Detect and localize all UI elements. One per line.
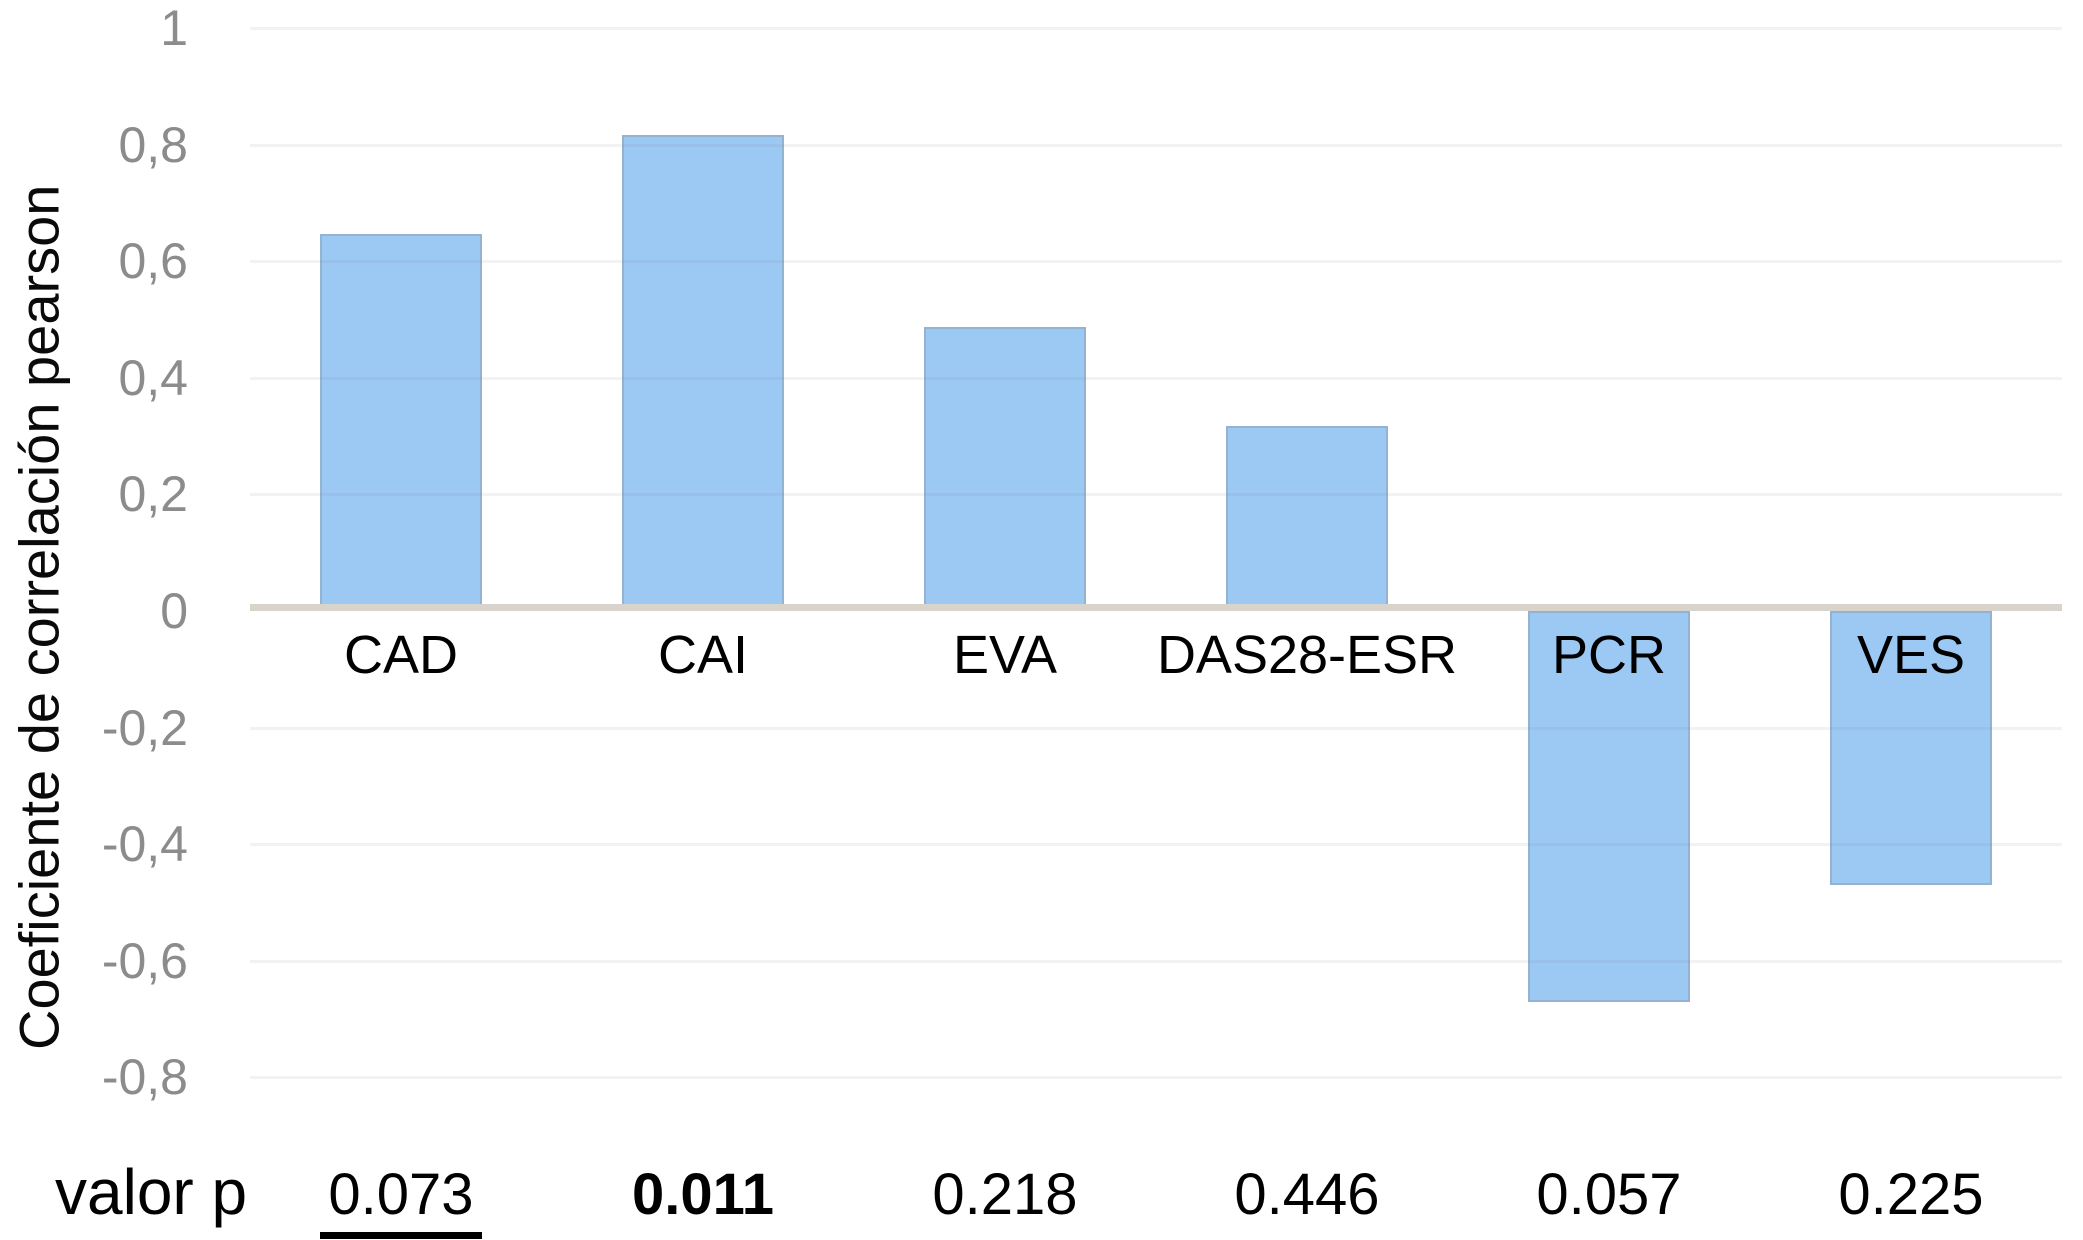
- gridline: [250, 27, 2062, 30]
- p-value-cai: 0.011: [632, 1162, 774, 1227]
- y-tick-0-6: 0,6: [118, 233, 188, 290]
- gridline: [250, 260, 2062, 264]
- category-label-eva: EVA: [952, 625, 1058, 685]
- y-tick-0-8: 0,8: [118, 116, 188, 173]
- gridline: [250, 1076, 2062, 1080]
- x-axis-line: [250, 604, 2062, 611]
- category-label-cad: CAD: [343, 625, 458, 685]
- plot-area: CAD CAI EVA DAS28-ESR PCR VES: [250, 0, 2062, 1240]
- gridline: [250, 493, 2062, 497]
- gridline: [250, 843, 2062, 847]
- y-tick--0-2: -0,2: [101, 699, 188, 756]
- y-tick-0-4: 0,4: [118, 349, 188, 406]
- p-value-eva: 0.218: [932, 1162, 1078, 1227]
- p-value-pcr: 0.057: [1536, 1162, 1682, 1227]
- y-tick-1: 1: [160, 0, 188, 56]
- bar-cad: [320, 233, 482, 607]
- bar-cai: [622, 134, 784, 607]
- category-label-pcr: PCR: [1551, 625, 1666, 685]
- p-value-cad: 0.073: [250, 1166, 552, 1239]
- y-tick--0-8: -0,8: [101, 1049, 188, 1106]
- gridline: [250, 726, 2062, 730]
- y-tick--0-6: -0,6: [101, 932, 188, 989]
- gridline: [250, 959, 2062, 963]
- y-tick-0: 0: [160, 583, 188, 639]
- bar-eva: [924, 327, 1086, 607]
- category-label-das28-esr: DAS28-ESR: [1156, 625, 1458, 685]
- p-value-ves: 0.225: [1838, 1162, 1984, 1227]
- gridline: [250, 376, 2062, 380]
- bar-pcr: [1528, 611, 1690, 1002]
- category-label-cai: CAI: [657, 625, 749, 685]
- p-row-label: valor p: [55, 1156, 248, 1228]
- p-value-das28-esr: 0.446: [1234, 1162, 1380, 1227]
- y-tick--0-4: -0,4: [101, 816, 188, 873]
- bar-das28-esr: [1226, 426, 1388, 607]
- bar-ves: [1830, 611, 1992, 885]
- y-tick-0-2: 0,2: [118, 466, 188, 523]
- category-label-ves: VES: [1856, 625, 1966, 685]
- gridline: [250, 143, 2062, 147]
